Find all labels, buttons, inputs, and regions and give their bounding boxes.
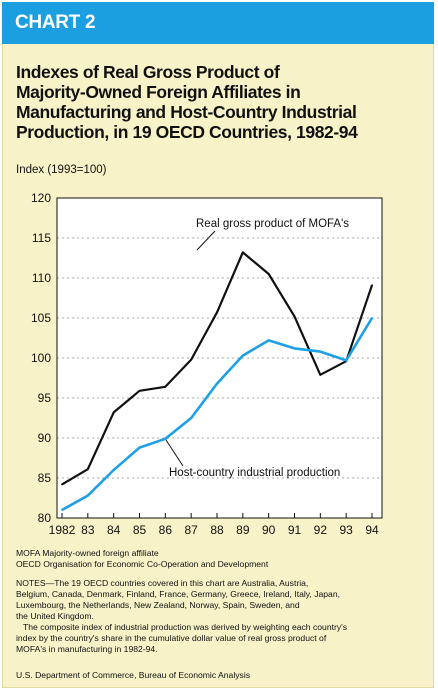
y-tick-label: 105 [31, 311, 51, 325]
data-point [61, 509, 63, 511]
data-point [345, 359, 348, 362]
data-point [319, 350, 322, 353]
abbreviation-line: OECD Organisation for Economic Co-Operat… [16, 559, 269, 569]
leader-line [165, 439, 184, 467]
abbreviations: MOFA Majority-owned foreign affiliate OE… [16, 548, 428, 570]
data-point [216, 382, 218, 385]
x-tick-label: 88 [210, 523, 224, 537]
x-tick-label: 84 [107, 523, 121, 537]
data-point [138, 389, 141, 392]
data-point [241, 354, 244, 357]
data-point [267, 273, 270, 275]
x-tick-label: 92 [314, 523, 328, 537]
data-point [61, 483, 63, 486]
leader-line [196, 230, 216, 251]
x-tick-label: 93 [339, 523, 353, 537]
data-point [190, 358, 193, 361]
y-tick-label: 90 [38, 431, 52, 445]
y-tick-label: 95 [38, 391, 52, 405]
notes-block: NOTES—The 19 OECD countries covered in t… [16, 578, 428, 655]
x-tick-label: 86 [159, 523, 173, 537]
data-point [164, 437, 167, 440]
note-line: the United Kingdom. [16, 611, 94, 621]
data-point [112, 411, 115, 414]
x-tick-label: 85 [133, 523, 147, 537]
data-point [241, 251, 244, 254]
chart-title-line: Manufacturing and Host-Country Industria… [16, 102, 357, 122]
data-point [112, 469, 115, 471]
note-line: The composite index of industrial produc… [16, 622, 348, 632]
chart-title-line: Production, in 19 OECD Countries, 1982-9… [16, 122, 358, 142]
data-point [293, 315, 296, 318]
data-point [190, 417, 193, 419]
x-tick-label: 87 [184, 523, 198, 537]
y-tick-label: 80 [38, 511, 52, 525]
data-point [138, 446, 141, 449]
source-line: U.S. Department of Commerce, Bureau of E… [16, 670, 251, 680]
note-line: NOTES—The 19 OECD countries covered in t… [16, 578, 309, 588]
y-tick-label: 110 [32, 271, 51, 285]
chart-title-line: Majority-Owned Foreign Affiliates in [16, 82, 301, 102]
y-tick-label: 85 [38, 471, 52, 485]
series-label-production: Host-country industrial production [169, 467, 340, 479]
x-tick-label: 1982 [49, 523, 76, 537]
data-point [371, 284, 373, 287]
chart-title: Indexes of Real Gross Product of Majorit… [16, 62, 432, 142]
note-line: index by the country's share in the cumu… [16, 633, 327, 643]
y-tick-label: 100 [31, 351, 51, 365]
data-point [293, 347, 296, 350]
abbreviation-line: MOFA Majority-owned foreign affiliate [16, 548, 159, 558]
note-line: Luxembourg, the Netherlands, New Zealand… [16, 600, 300, 610]
x-tick-label: 90 [262, 523, 276, 537]
data-point [216, 311, 218, 314]
x-tick-label: 89 [236, 523, 250, 537]
data-point [267, 339, 270, 342]
x-tick-label: 83 [81, 523, 95, 537]
series-label-mofa: Real gross product of MOFA's [196, 218, 349, 230]
data-point [86, 494, 89, 497]
y-tick-label: 115 [32, 231, 51, 245]
plot-frame [56, 197, 383, 519]
data-point [319, 373, 322, 376]
y-tick-label: 120 [31, 191, 51, 205]
data-point [371, 317, 373, 319]
data-point [86, 468, 89, 471]
chart-number-label: CHART 2 [15, 12, 96, 33]
chart-title-line: Indexes of Real Gross Product of [16, 62, 280, 82]
x-tick-label: 94 [365, 523, 379, 537]
note-line: MOFA's in manufacturing in 1982-94. [16, 644, 158, 654]
y-axis-label: Index (1993=100) [16, 164, 107, 176]
note-line: Belgium, Canada, Denmark, Finland, Franc… [16, 589, 341, 599]
x-tick-label: 91 [288, 523, 302, 537]
chart-header-bar: CHART 2 [2, 2, 434, 44]
data-point [164, 385, 167, 388]
